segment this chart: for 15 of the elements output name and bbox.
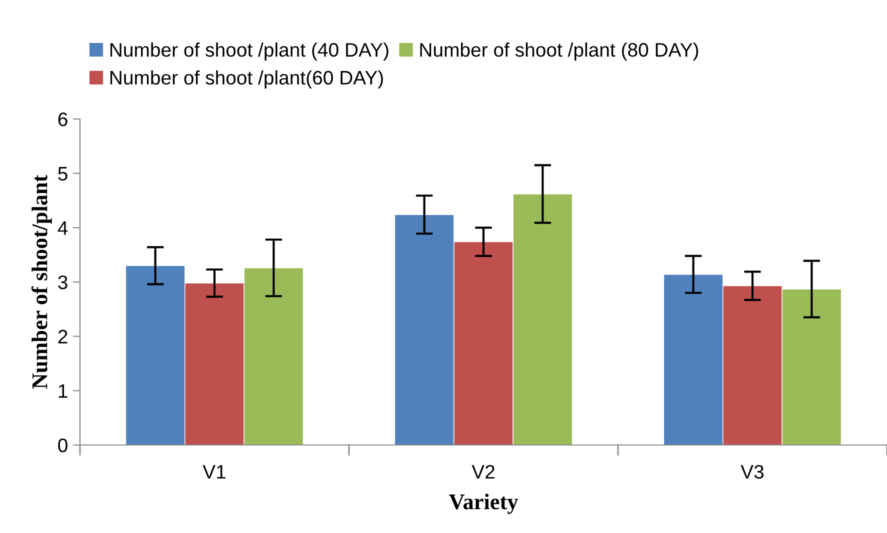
y-tick-label: 2 xyxy=(58,330,68,344)
x-tick-label: V1 xyxy=(202,465,226,479)
y-tick-label: 4 xyxy=(58,221,68,235)
y-tick-label: 0 xyxy=(58,438,68,452)
x-axis-title: Variety xyxy=(448,494,518,514)
y-axis-title: Number of shoot/plant xyxy=(31,174,52,389)
legend-label: Number of shoot /plant(60 DAY) xyxy=(110,70,383,88)
y-tick-label: 5 xyxy=(58,167,68,181)
y-tick-label: 3 xyxy=(58,275,68,290)
x-tick-label: V3 xyxy=(740,464,764,479)
legend-label: Number of shoot /plant (80 DAY) xyxy=(420,42,698,61)
x-tick-label: V2 xyxy=(472,464,494,479)
y-tick-label: 6 xyxy=(58,112,68,126)
y-tick-label: 1 xyxy=(58,384,68,398)
legend-label: Number of shoot /plant (40 DAY) xyxy=(110,42,388,61)
